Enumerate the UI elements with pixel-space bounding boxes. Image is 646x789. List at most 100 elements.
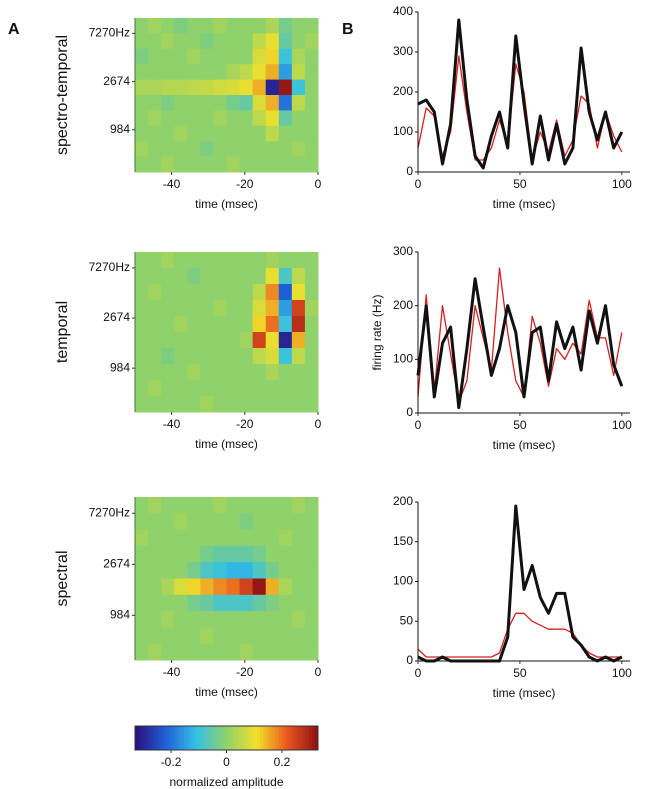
heat-cell [252,578,267,596]
heat-cell [291,284,306,301]
heat-cell [200,268,214,285]
heat-cell [239,156,254,173]
colorbar-step [296,726,301,750]
colorbar-step [314,726,319,750]
heat-cell [161,611,175,628]
x-tick-label: -0.2 [161,755,182,769]
heat-cell [187,348,201,365]
heat-cell [304,332,319,349]
heat-cell [226,380,241,397]
heat-cell [161,110,175,127]
heat-cell [174,513,188,531]
x-tick-label: 50 [513,177,527,191]
heat-cell [252,79,267,96]
heat-cell [200,64,214,81]
heat-cell [200,33,214,50]
heat-cell [278,79,293,96]
heat-cell [291,141,306,158]
colorbar-step [159,726,163,750]
heat-cell [239,316,254,333]
heat-cell [174,643,188,661]
x-axis-label: time (msec) [493,438,556,452]
heat-cell [161,300,175,317]
heat-cell [161,79,175,96]
heat-cell [187,627,201,645]
heat-cell [135,33,149,50]
heat-cell [200,125,214,142]
colorbar-step [138,726,142,750]
heat-cell [252,110,267,127]
heat-cell [226,141,241,158]
heat-cell [239,627,254,645]
heat-cell [187,156,201,173]
y-tick-label: 50 [400,613,414,627]
x-axis-label: time (msec) [493,686,556,700]
heat-cell [226,396,241,413]
heat-cell [226,364,241,381]
colorbar-step [199,726,203,750]
y-tick-label: 200 [393,84,413,98]
heat-cell [200,300,214,317]
heat-cell [304,364,319,381]
colorbar-step [260,726,264,750]
heat-cell [252,545,267,563]
heat-cell [200,110,214,127]
y-tick-label: 7270Hz [89,260,130,274]
heat-cell [135,125,149,142]
heat-cell [135,643,149,661]
heat-cell [148,33,162,50]
heat-cell [278,529,293,547]
heat-cell [200,578,214,596]
heat-cell [187,268,201,285]
heat-cell [304,95,319,111]
colorbar-step [144,726,148,750]
heat-cell [135,396,149,413]
heat-cell [135,316,149,333]
heat-cell [135,364,149,381]
heat-cell [174,300,188,317]
heat-cell [252,64,267,81]
x-tick-label: -20 [236,665,254,679]
heat-cell [187,79,201,96]
colorbar-step [177,726,182,750]
heat-cell [252,611,267,628]
heat-cell [174,79,188,96]
heat-cell [174,627,188,645]
heat-cell [252,396,267,413]
y-tick-label: 300 [393,44,413,58]
heat-cell [291,643,306,661]
heat-cell [304,64,319,81]
heat-cell [304,252,319,269]
heat-cell [187,64,201,81]
y-tick-label: 2674 [103,74,130,88]
colorbar-step [189,726,194,750]
colorbar-step [220,726,224,750]
heat-cell [304,125,319,142]
heat-cell [265,79,280,96]
heat-cell [200,95,214,111]
heat-cell [174,348,188,365]
heat-cell [161,627,175,645]
heat-cell [135,545,149,563]
heat-cell [226,545,241,563]
colorbar-step [217,726,221,750]
heat-cell [135,594,149,612]
heat-cell [174,364,188,381]
heat-cell [187,545,201,563]
heat-cell [135,380,149,397]
heat-cell [265,64,280,81]
heat-cell [265,252,280,269]
colorbar-step [302,726,307,750]
colorbar-step [284,726,288,750]
heat-cell [226,48,241,65]
heat-cell [226,513,241,531]
heat-cell [265,300,280,317]
x-tick-label: -20 [236,177,254,191]
heat-cell [239,95,254,111]
heat-cell [278,380,293,397]
heat-cell [278,332,293,349]
heat-cell [148,18,162,34]
heat-cell [265,125,280,142]
heat-cell [187,125,201,142]
x-axis-label: time (msec) [195,197,258,211]
